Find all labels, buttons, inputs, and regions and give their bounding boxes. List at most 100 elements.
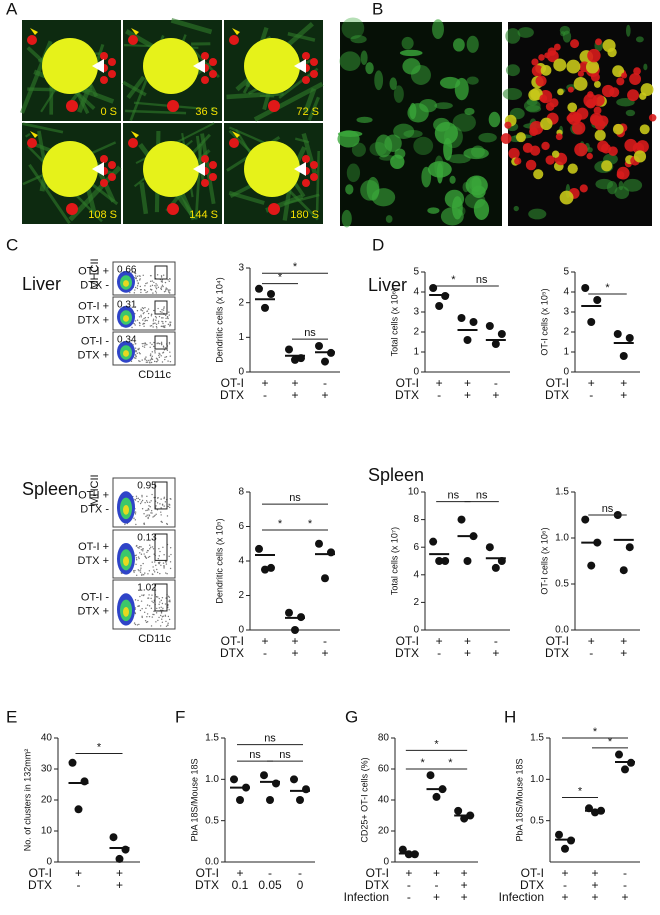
event: [162, 562, 165, 564]
data-point: [74, 805, 83, 814]
timestamp: 0 S: [100, 106, 117, 118]
event: [149, 353, 152, 355]
condition-value: -: [623, 866, 627, 880]
event: [135, 574, 138, 576]
event: [145, 361, 148, 363]
condition-label: DTX: [365, 878, 389, 892]
gate-value: 0.34: [117, 335, 137, 346]
event: [165, 625, 168, 627]
condition-value: +: [116, 878, 123, 892]
event: [155, 325, 158, 328]
event: [155, 283, 157, 285]
cell: [310, 161, 318, 169]
cell: [453, 38, 465, 52]
data-point: [491, 563, 500, 572]
event: [134, 354, 137, 356]
gate: [154, 300, 168, 315]
y-axis-label: PbA 18S/Mouse 18S: [189, 758, 199, 841]
cluster: [143, 38, 199, 94]
event: [140, 314, 142, 317]
cell: [201, 52, 209, 60]
event: [144, 501, 146, 504]
significance-label: ns: [289, 492, 301, 504]
event: [150, 607, 153, 610]
event: [141, 310, 144, 312]
event: [147, 556, 150, 558]
event: [163, 497, 165, 500]
event: [141, 494, 143, 497]
event: [149, 325, 152, 327]
event: [143, 311, 145, 314]
event: [147, 316, 149, 319]
y-tick-label: 1: [413, 347, 419, 358]
event: [152, 326, 154, 328]
event: [164, 314, 167, 317]
condition-label: DTX: [520, 878, 544, 892]
condition-value: +: [588, 376, 595, 390]
event: [169, 351, 171, 353]
significance-label: *: [593, 726, 598, 738]
cell: [607, 47, 617, 58]
event: [160, 612, 163, 614]
fiber: [126, 75, 146, 99]
data-point: [236, 796, 244, 804]
event: [139, 275, 141, 277]
event: [146, 514, 148, 516]
condition: DTX +: [78, 555, 109, 567]
panel-label: B: [372, 0, 383, 18]
condition-value: +: [291, 376, 298, 390]
event: [140, 600, 143, 602]
y-tick-label: 0: [413, 625, 419, 636]
data-point: [285, 608, 293, 617]
gate-value: 1.02: [137, 583, 157, 594]
event: [166, 523, 169, 526]
event: [149, 548, 151, 550]
event: [134, 324, 136, 326]
event: [138, 279, 141, 281]
event: [149, 354, 152, 357]
event: [151, 493, 153, 496]
condition-value: -: [77, 878, 81, 892]
event: [152, 292, 154, 294]
data-point: [68, 758, 77, 767]
event: [150, 358, 153, 360]
cell: [407, 103, 429, 123]
event: [162, 285, 164, 288]
y-axis-label: OT-I cells (x 10⁵): [539, 288, 549, 355]
event: [158, 555, 160, 557]
event: [140, 291, 142, 294]
cell: [629, 73, 642, 85]
event: [149, 359, 152, 361]
gate-value: 0.13: [137, 533, 157, 544]
event: [140, 546, 142, 548]
event: [138, 352, 141, 354]
data-point: [296, 796, 304, 804]
condition-value: -: [407, 878, 411, 892]
gate: [154, 265, 168, 280]
event: [163, 291, 166, 293]
cell: [401, 36, 414, 50]
cell: [635, 36, 644, 43]
event: [156, 607, 158, 610]
data-point: [398, 845, 407, 854]
data-point: [441, 557, 450, 565]
cell: [108, 173, 116, 181]
y-tick-label: 0: [238, 625, 244, 636]
y-tick-label: 1.5: [530, 733, 544, 744]
event: [168, 278, 171, 280]
data-point: [613, 330, 622, 338]
event: [137, 569, 139, 571]
event: [163, 326, 166, 329]
event: [169, 547, 172, 549]
cell: [517, 27, 534, 38]
significance-label: *: [278, 272, 283, 284]
event: [139, 498, 141, 501]
event: [142, 307, 145, 310]
event: [166, 349, 169, 352]
cell: [553, 58, 567, 72]
event: [145, 500, 148, 502]
event: [169, 599, 171, 601]
event: [139, 360, 141, 363]
y-tick-label: 6: [238, 521, 244, 532]
cell: [463, 147, 489, 160]
